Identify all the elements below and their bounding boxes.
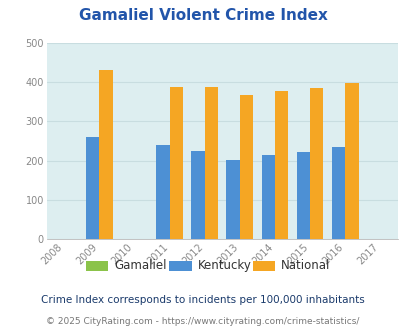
Bar (296, 152, 309, 239)
Bar (309, 88, 323, 239)
Text: Gamaliel: Gamaliel (114, 259, 166, 272)
Bar (274, 91, 288, 239)
Bar (331, 147, 344, 239)
Text: Kentucky: Kentucky (197, 259, 251, 272)
Bar (261, 155, 274, 239)
Bar (226, 159, 239, 239)
Bar (156, 145, 169, 239)
Bar (239, 95, 253, 239)
Bar (191, 151, 204, 239)
Text: © 2025 CityRating.com - https://www.cityrating.com/crime-statistics/: © 2025 CityRating.com - https://www.city… (46, 317, 359, 326)
Text: Gamaliel Violent Crime Index: Gamaliel Violent Crime Index (79, 8, 326, 23)
Bar (169, 87, 183, 239)
Bar (204, 87, 217, 239)
Text: Crime Index corresponds to incidents per 100,000 inhabitants: Crime Index corresponds to incidents per… (41, 295, 364, 305)
Bar (344, 83, 358, 239)
Text: National: National (281, 259, 330, 272)
Bar (86, 137, 99, 239)
Bar (99, 70, 113, 239)
